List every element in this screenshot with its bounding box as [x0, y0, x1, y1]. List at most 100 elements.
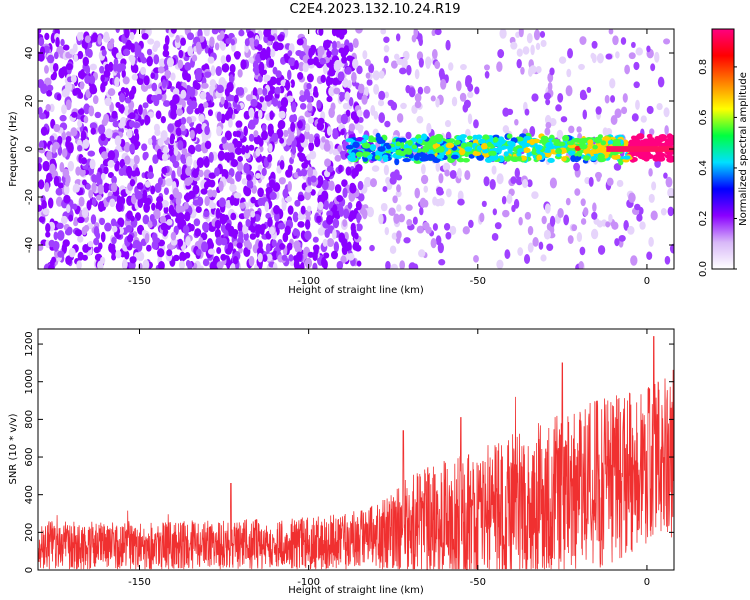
spectrogram-cell	[220, 96, 225, 105]
spectrogram-cell	[457, 198, 465, 206]
spectrogram-cell	[614, 238, 620, 247]
spectrogram-cell	[184, 211, 191, 222]
spectrogram-cell	[180, 124, 186, 132]
spectrogram-cell	[61, 215, 68, 225]
spectrogram-cell	[630, 255, 638, 266]
spectrogram-cell	[93, 247, 100, 254]
spectrogram-cell	[364, 176, 372, 188]
spectrogram-cell	[230, 39, 236, 46]
spectrogram-cell	[63, 194, 71, 204]
spectrogram-cell	[107, 159, 115, 168]
spectrogram-cell	[323, 200, 330, 211]
spectrogram-cell	[349, 183, 357, 194]
spectrogram-cell	[214, 219, 222, 230]
spectrogram-cell	[272, 262, 278, 269]
spectrogram-cell	[578, 63, 585, 71]
spectrogram-cell	[314, 91, 319, 98]
spectrogram-cell	[216, 111, 222, 122]
spectrogram-cell	[186, 116, 193, 124]
spectrogram-cell	[149, 213, 155, 222]
spectrogram-cell	[110, 182, 118, 193]
spectrogram-cell	[161, 79, 167, 89]
snr-panel: -150 -100 -50 0 0 200 400 600 800 1000 1200 Height…	[8, 328, 675, 596]
spectrogram-cell	[176, 108, 184, 117]
spectrogram-band-cell	[663, 140, 672, 148]
spectrogram-cell	[156, 148, 163, 160]
spectrogram-cell	[380, 202, 388, 212]
spectrogram-cell	[506, 193, 513, 204]
spectrogram-cell	[214, 167, 220, 177]
spectrogram-cell	[614, 108, 622, 119]
spectrogram-cell	[416, 225, 425, 234]
spectrogram-cell	[115, 250, 122, 259]
spectrogram-cell	[189, 129, 195, 140]
spectrogram-cell	[221, 136, 227, 144]
spectrogram-cell	[134, 167, 140, 175]
spectrogram-cell	[496, 61, 503, 72]
spectrogram-cell	[331, 77, 340, 86]
spectrogram-cell	[332, 40, 337, 51]
spectrogram-cell	[340, 255, 347, 264]
spectrogram-band-cell	[385, 144, 392, 150]
spectrogram-cell	[142, 102, 149, 109]
spectrogram-cell	[78, 92, 84, 99]
spectrogram-cell	[155, 200, 163, 212]
spectrogram-cell	[633, 61, 640, 71]
spectrogram-cell	[308, 47, 313, 59]
spectrogram-cell	[338, 164, 343, 173]
spectrogram-cell	[504, 249, 511, 260]
spectrogram-cell	[223, 152, 229, 161]
spectrogram-cell	[214, 228, 221, 239]
spectrogram-cell	[134, 190, 143, 200]
spectrogram-band-cell	[534, 144, 543, 151]
spectrogram-cell	[44, 32, 50, 41]
spectrogram-cell	[326, 165, 334, 173]
spectrogram-cell	[494, 222, 502, 230]
y-tick-label: 600	[24, 447, 35, 466]
spectrogram-cell	[299, 89, 305, 96]
snr-series-line	[38, 336, 674, 570]
spectrogram-cell	[303, 130, 310, 140]
spectrogram-cell	[383, 36, 390, 43]
spectrogram-cell	[40, 83, 48, 95]
spectrogram-cell	[261, 167, 267, 177]
spectrogram-cell	[203, 101, 209, 109]
spectrogram-cell	[414, 69, 420, 80]
spectrogram-cell	[81, 226, 88, 236]
spectrogram-band-cell	[555, 148, 562, 155]
spectrogram-cell	[46, 84, 54, 92]
spectrogram-cell	[216, 125, 223, 137]
spectrogram-cell	[287, 181, 292, 192]
spectrogram-cell	[320, 74, 327, 84]
spectrogram-cell	[287, 69, 292, 81]
spectrogram-cell	[257, 75, 263, 83]
spectrogram-cell	[298, 94, 307, 103]
chart-title: C2E4.2023.132.10.24.R19	[289, 2, 461, 17]
spectrogram-cell	[399, 260, 406, 269]
spectrogram-cell	[565, 85, 573, 97]
spectrogram-cell	[635, 99, 640, 110]
spectrogram-cell	[111, 236, 117, 245]
spectrogram-band-cell	[523, 142, 531, 148]
spectrogram-cell	[296, 120, 303, 129]
spectrogram-cell	[443, 222, 451, 231]
spectrogram-cell	[96, 171, 101, 182]
spectrogram-cell	[406, 64, 412, 76]
spectrogram-cell	[438, 173, 444, 184]
spectrogram-cell	[392, 195, 398, 204]
spectrogram-cell	[82, 56, 90, 67]
spectrogram-cell	[100, 82, 106, 93]
spectrogram-cell	[286, 242, 293, 251]
spectrogram-cell	[137, 197, 144, 209]
spectrogram-cell	[283, 129, 289, 138]
spectrogram-cell	[225, 54, 231, 63]
spectrogram-cell	[377, 99, 385, 107]
spectrogram-cell	[248, 56, 254, 64]
spectrogram-cell	[348, 96, 354, 107]
spectrogram-cell	[304, 219, 311, 230]
spectrogram-band-cell	[551, 138, 560, 143]
spectrogram-band-cell	[394, 158, 400, 166]
spectrogram-band-cell	[545, 142, 554, 149]
spectrogram-cell	[555, 104, 562, 112]
spectrogram-band-cell	[506, 133, 513, 139]
